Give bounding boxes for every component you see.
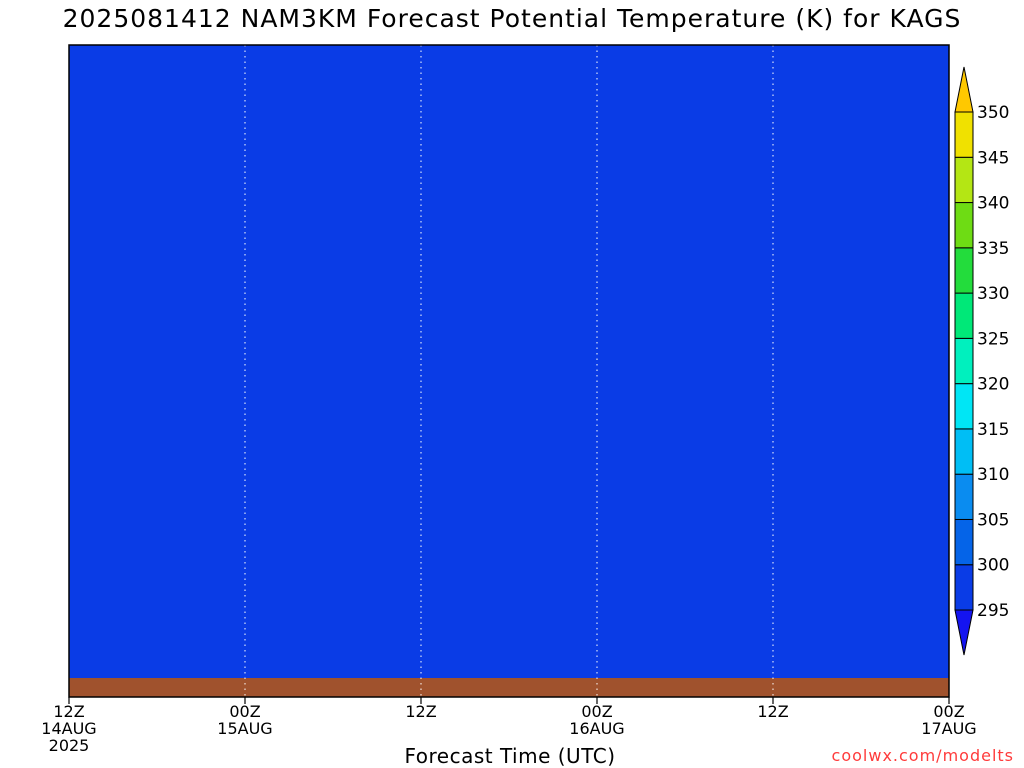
colorbar-extend-bottom	[954, 609, 974, 656]
x-tick-label-12: 00Z	[229, 702, 260, 721]
colorbar-label-335: 335	[977, 239, 1009, 259]
colorbar-label-345: 345	[977, 148, 1009, 168]
source-credit[interactable]: coolwx.com/modelts	[831, 746, 1014, 765]
band-below-300	[69, 45, 949, 697]
colorbar-seg-345	[954, 111, 974, 158]
colorbar-seg-305	[954, 473, 974, 520]
x-tick-date-0: 14AUG	[41, 719, 96, 738]
plot-frame	[68, 44, 950, 698]
colorbar-label-295: 295	[977, 601, 1009, 621]
colorbar-label-350: 350	[977, 103, 1009, 123]
colorbar-label-315: 315	[977, 420, 1009, 440]
x-tick-label-0: 12Z	[53, 702, 84, 721]
x-tick-date-36: 16AUG	[569, 719, 624, 738]
grid-lines	[244, 45, 774, 697]
colorbar-seg-315	[954, 383, 974, 430]
colorbar-seg-325	[954, 292, 974, 339]
x-axis-label: Forecast Time (UTC)	[404, 744, 616, 768]
colorbar-label-300: 300	[977, 556, 1009, 576]
colorbar-seg-300	[954, 518, 974, 566]
colorbar-seg-335	[954, 202, 974, 249]
colorbar-seg-295	[954, 564, 974, 611]
chart-title: 2025081412 NAM3KM Forecast Potential Tem…	[62, 4, 962, 33]
colorbar-label-320: 320	[977, 375, 1009, 395]
colorbar-seg-330	[954, 247, 974, 294]
x-tick-date-60: 17AUG	[921, 719, 976, 738]
x-tick-label-48: 12Z	[757, 702, 788, 721]
colorbar: 295 300 305 310 315 320 325 330 335 340 345 350	[954, 66, 1009, 656]
x-tick-year-0: 2025	[49, 736, 90, 755]
colorbar-label-330: 330	[977, 284, 1009, 304]
ground-below-surface	[69, 678, 949, 697]
colorbar-label-325: 325	[977, 329, 1009, 349]
x-tick-label-24: 12Z	[405, 702, 436, 721]
colorbar-label-310: 310	[977, 465, 1009, 485]
x-tick-label-60: 00Z	[933, 702, 964, 721]
colorbar-extend-top	[954, 66, 974, 113]
filled-contour-bands	[69, 45, 949, 697]
x-tick-date-12: 15AUG	[217, 719, 272, 738]
x-tick-label-36: 00Z	[581, 702, 612, 721]
colorbar-label-305: 305	[977, 510, 1009, 530]
colorbar-label-340: 340	[977, 194, 1009, 214]
colorbar-seg-320	[954, 337, 974, 385]
colorbar-seg-340	[954, 156, 974, 204]
colorbar-seg-310	[954, 428, 974, 475]
